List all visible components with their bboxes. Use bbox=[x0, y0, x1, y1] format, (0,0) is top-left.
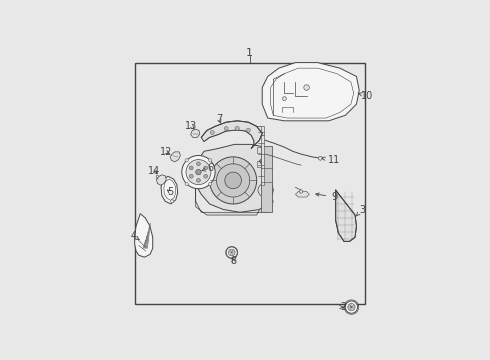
Circle shape bbox=[282, 97, 286, 100]
Text: 14: 14 bbox=[148, 166, 160, 176]
Text: 4: 4 bbox=[130, 231, 139, 241]
Circle shape bbox=[185, 159, 188, 162]
Circle shape bbox=[196, 162, 200, 166]
Text: 11: 11 bbox=[322, 155, 341, 165]
Text: 12: 12 bbox=[160, 147, 172, 157]
Circle shape bbox=[210, 157, 257, 204]
Circle shape bbox=[217, 164, 250, 197]
Circle shape bbox=[348, 303, 355, 311]
Text: 7: 7 bbox=[216, 114, 222, 125]
Circle shape bbox=[204, 174, 208, 178]
Circle shape bbox=[318, 156, 322, 160]
Circle shape bbox=[224, 127, 228, 131]
Polygon shape bbox=[161, 176, 178, 204]
Circle shape bbox=[345, 301, 358, 313]
Circle shape bbox=[226, 247, 237, 258]
Polygon shape bbox=[156, 175, 166, 185]
Circle shape bbox=[299, 190, 303, 193]
Circle shape bbox=[209, 159, 212, 162]
Text: 3: 3 bbox=[356, 204, 365, 216]
Circle shape bbox=[235, 126, 239, 130]
Text: 13: 13 bbox=[185, 121, 197, 131]
Polygon shape bbox=[170, 152, 180, 162]
Circle shape bbox=[186, 159, 211, 185]
Circle shape bbox=[182, 156, 215, 189]
Circle shape bbox=[185, 182, 188, 185]
Polygon shape bbox=[261, 146, 272, 212]
Circle shape bbox=[196, 179, 200, 183]
Polygon shape bbox=[295, 192, 309, 197]
Text: 2: 2 bbox=[340, 302, 346, 312]
Text: 8: 8 bbox=[230, 256, 236, 266]
Circle shape bbox=[225, 172, 242, 189]
Bar bbox=[135, 63, 365, 304]
Text: 5: 5 bbox=[168, 187, 174, 197]
Text: 10: 10 bbox=[358, 91, 373, 101]
Polygon shape bbox=[135, 214, 153, 257]
Polygon shape bbox=[196, 144, 273, 212]
Circle shape bbox=[204, 166, 208, 170]
Text: 9: 9 bbox=[316, 192, 337, 202]
Circle shape bbox=[189, 174, 193, 178]
Polygon shape bbox=[336, 190, 356, 242]
Polygon shape bbox=[196, 185, 273, 215]
Polygon shape bbox=[262, 63, 359, 121]
Circle shape bbox=[210, 131, 214, 134]
Polygon shape bbox=[201, 121, 262, 149]
Text: 6: 6 bbox=[202, 163, 214, 173]
Polygon shape bbox=[191, 129, 200, 138]
Circle shape bbox=[189, 166, 193, 170]
Circle shape bbox=[228, 249, 235, 256]
Polygon shape bbox=[261, 126, 264, 185]
Text: 1: 1 bbox=[246, 48, 253, 58]
Circle shape bbox=[304, 85, 309, 90]
Circle shape bbox=[171, 199, 174, 203]
Circle shape bbox=[246, 128, 250, 132]
Circle shape bbox=[209, 182, 212, 185]
Circle shape bbox=[196, 169, 201, 175]
